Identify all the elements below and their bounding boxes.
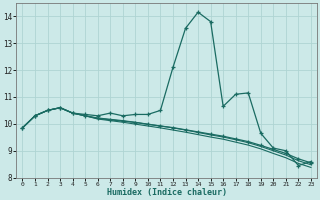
- X-axis label: Humidex (Indice chaleur): Humidex (Indice chaleur): [107, 188, 227, 197]
